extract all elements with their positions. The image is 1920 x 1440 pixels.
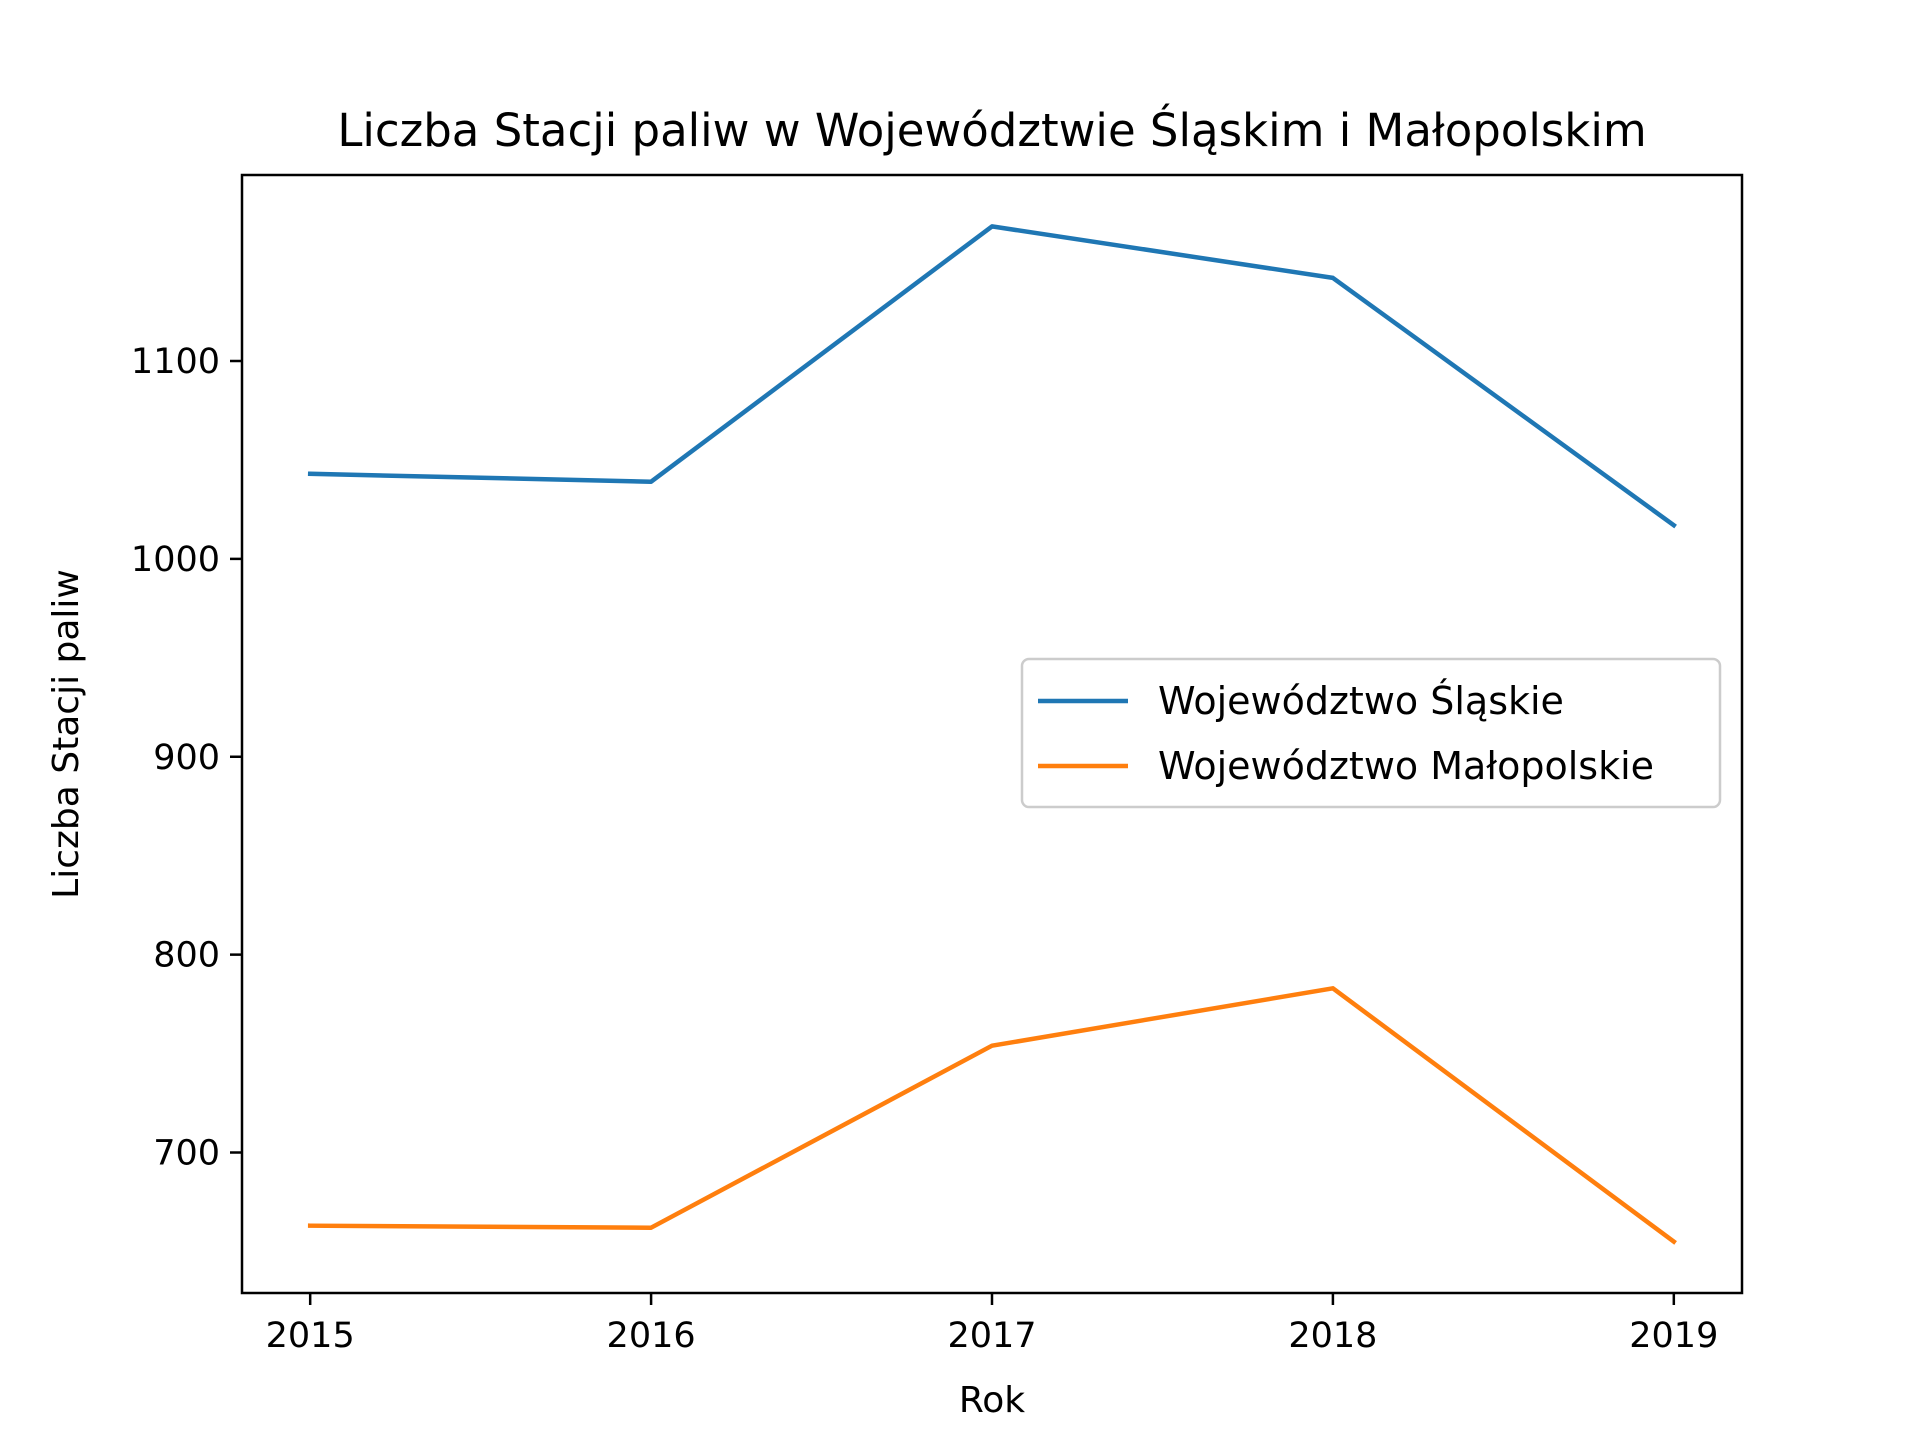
legend-box <box>1020 657 1722 809</box>
x-tick-label: 2018 <box>1288 1316 1377 1356</box>
legend: Województwo Śląskie Województwo Małopols… <box>1020 657 1722 809</box>
x-tick-label: 2016 <box>607 1316 696 1356</box>
x-tick-label: 2017 <box>947 1316 1036 1356</box>
y-tick-label: 1100 <box>131 342 220 382</box>
x-tick-label: 2019 <box>1629 1316 1718 1356</box>
y-tick-label: 900 <box>153 738 220 778</box>
x-axis-label: Rok <box>959 1380 1025 1421</box>
y-tick-label: 1000 <box>131 540 220 580</box>
y-axis: 700 800 900 1000 1100 <box>131 342 242 1174</box>
series-layer <box>307 224 1677 1245</box>
chart-title: Liczba Stacji paliw w Województwie Śląsk… <box>337 104 1646 157</box>
y-tick-label: 800 <box>153 936 220 976</box>
x-axis: 2015 2016 2017 2018 2019 <box>266 1293 1718 1356</box>
legend-label-slaskie: Województwo Śląskie <box>1158 679 1564 723</box>
y-axis-label: Liczba Stacji paliw <box>46 569 87 899</box>
y-tick-label: 700 <box>153 1134 220 1174</box>
legend-label-malopolskie: Województwo Małopolskie <box>1158 744 1654 788</box>
x-tick-label: 2015 <box>266 1316 355 1356</box>
